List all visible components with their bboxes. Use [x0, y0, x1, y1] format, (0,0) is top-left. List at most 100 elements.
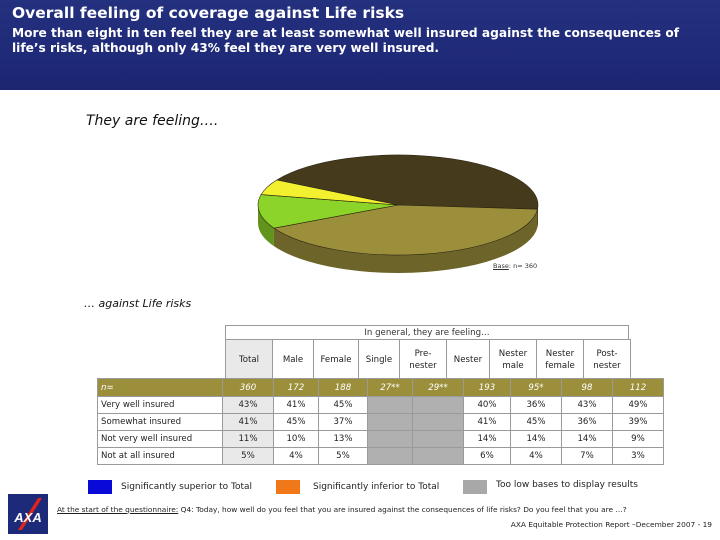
table-cell: [367, 430, 413, 448]
pie-slice-0: [275, 154, 539, 210]
table-cell: [367, 413, 413, 431]
table-cell: 14%: [561, 430, 613, 448]
table-cell: 14%: [510, 430, 562, 448]
pie-chart: [257, 154, 539, 273]
pie-label-somewhat-name: Somewhat insured: [353, 273, 437, 284]
table-cell: [412, 430, 464, 448]
page-title: Overall feeling of coverage against Life…: [12, 4, 405, 22]
table-cell: 188: [318, 378, 368, 397]
table-cell: 98: [561, 378, 613, 397]
pie-label-not-very-pct: 11%: [188, 225, 208, 236]
legend-lowbase-swatch: [463, 480, 487, 494]
axa-logo: AXA: [8, 494, 48, 534]
table-cell: 27**: [367, 378, 413, 397]
table-col-header: Male: [272, 339, 314, 381]
table-section-title: … against Life risks: [84, 297, 192, 310]
table-group-header: In general, they are feeling…: [225, 325, 629, 339]
table-col-header: Female: [313, 339, 359, 381]
table-row: Somewhat insured 41% 45% 37% 41% 45% 36% 39%: [97, 413, 664, 431]
table-col-header: Post-nester: [583, 339, 631, 381]
table-cell: 40%: [463, 396, 511, 414]
table-cell: 112: [612, 378, 664, 397]
table-cell: 37%: [318, 413, 368, 431]
table-cell: 45%: [318, 396, 368, 414]
table-cell: [412, 447, 464, 465]
table-col-header: Pre-nester: [399, 339, 447, 381]
table-col-header: Nester: [446, 339, 490, 381]
table-cell: 36%: [561, 413, 613, 431]
pie-label-somewhat-pct: 41%: [385, 286, 405, 297]
table-cell: [412, 396, 464, 414]
table-col-header: Single: [358, 339, 400, 381]
pie-label-very-well: Very well insured 43%: [400, 130, 510, 156]
table-cell: 41%: [463, 413, 511, 431]
legend-superior-label: Significantly superior to Total: [121, 482, 253, 492]
table-cell: 10%: [273, 430, 319, 448]
table-cell: 49%: [612, 396, 664, 414]
axa-logo-mark: AXA: [8, 494, 48, 534]
table-cell: 14%: [463, 430, 511, 448]
legend-inferior-label: Significantly inferior to Total: [313, 482, 440, 492]
table-cell: 360: [222, 378, 274, 397]
page-subtitle: More than eight in ten feel they are at …: [12, 26, 680, 55]
table-row-label: n=: [97, 378, 223, 397]
table-cell: 45%: [273, 413, 319, 431]
table-row: n= 360 172 188 27** 29** 193 95* 98 112: [97, 378, 664, 397]
table-cell: 95*: [510, 378, 562, 397]
table-cell: 4%: [273, 447, 319, 465]
table-row: Not at all insured 5% 4% 5% 6% 4% 7% 3%: [97, 447, 664, 465]
axa-logo-text: AXA: [13, 510, 41, 525]
table-cell: 43%: [561, 396, 613, 414]
pie-label-not-at-all-name: Not at all insured: [189, 153, 267, 164]
table-col-header: Total: [225, 339, 273, 381]
footer-question-text: Q4: Today, how well do you feel that you…: [178, 505, 627, 514]
table-cell: 39%: [612, 413, 664, 431]
table-cell: [367, 447, 413, 465]
table-cell: 45%: [510, 413, 562, 431]
table-row: Not very well insured 11% 10% 13% 14% 14% 14% 9…: [97, 430, 664, 448]
table-cell: 13%: [318, 430, 368, 448]
table-row-label: Not very well insured: [97, 430, 223, 448]
legend-superior-swatch: [88, 480, 112, 494]
table-cell: 9%: [612, 430, 664, 448]
table-cell: 3%: [612, 447, 664, 465]
pie-side-1: [273, 209, 538, 273]
table-cell: 172: [273, 378, 319, 397]
table-cell: 6%: [463, 447, 511, 465]
table-col-header: Nester female: [536, 339, 584, 381]
pie-slice-3: [260, 179, 399, 206]
table-column-headers: Total Male Female Single Pre-nester Nester Nes…: [225, 339, 631, 381]
base-note-text: : n= 360: [508, 262, 538, 270]
pie-slice-2: [257, 194, 399, 229]
pie-label-not-at-all-pct: 5%: [220, 166, 236, 177]
base-note-prefix: Base: [493, 262, 509, 270]
pie-label-not-at-all: Not at all insured 5%: [178, 152, 278, 178]
pie-label-very-well-pct: 43%: [447, 144, 467, 155]
pie-label-not-very-name: Not very well insured: [150, 212, 246, 223]
pie-label-very-well-name: Very well insured: [416, 131, 494, 142]
pie-label-not-very: Not very well insured 11%: [138, 211, 258, 237]
table-cell: 43%: [222, 396, 274, 414]
table-cell: 4%: [510, 447, 562, 465]
table-cell: [412, 413, 464, 431]
table-cell: 41%: [222, 413, 274, 431]
legend-inferior-swatch: [276, 480, 300, 494]
header-banner: Overall feeling of coverage against Life…: [0, 0, 720, 90]
footer-source: AXA Equitable Protection Report –Decembe…: [510, 520, 712, 529]
table-cell: 193: [463, 378, 511, 397]
table-cell: 5%: [222, 447, 274, 465]
table-cell: 36%: [510, 396, 562, 414]
base-note: Base: n= 360: [493, 262, 537, 270]
results-table: n= 360 172 188 27** 29** 193 95* 98 112 Very well …: [97, 378, 664, 465]
table-row-label: Very well insured: [97, 396, 223, 414]
table-cell: 5%: [318, 447, 368, 465]
table-cell: 29**: [412, 378, 464, 397]
table-cell: 11%: [222, 430, 274, 448]
pie-side-2: [258, 205, 274, 247]
table-cell: 41%: [273, 396, 319, 414]
table-col-header: Nester male: [489, 339, 537, 381]
table-cell: 7%: [561, 447, 613, 465]
table-row-label: Somewhat insured: [97, 413, 223, 431]
table-cell: [367, 396, 413, 414]
pie-section-title: They are feeling….: [86, 113, 219, 129]
